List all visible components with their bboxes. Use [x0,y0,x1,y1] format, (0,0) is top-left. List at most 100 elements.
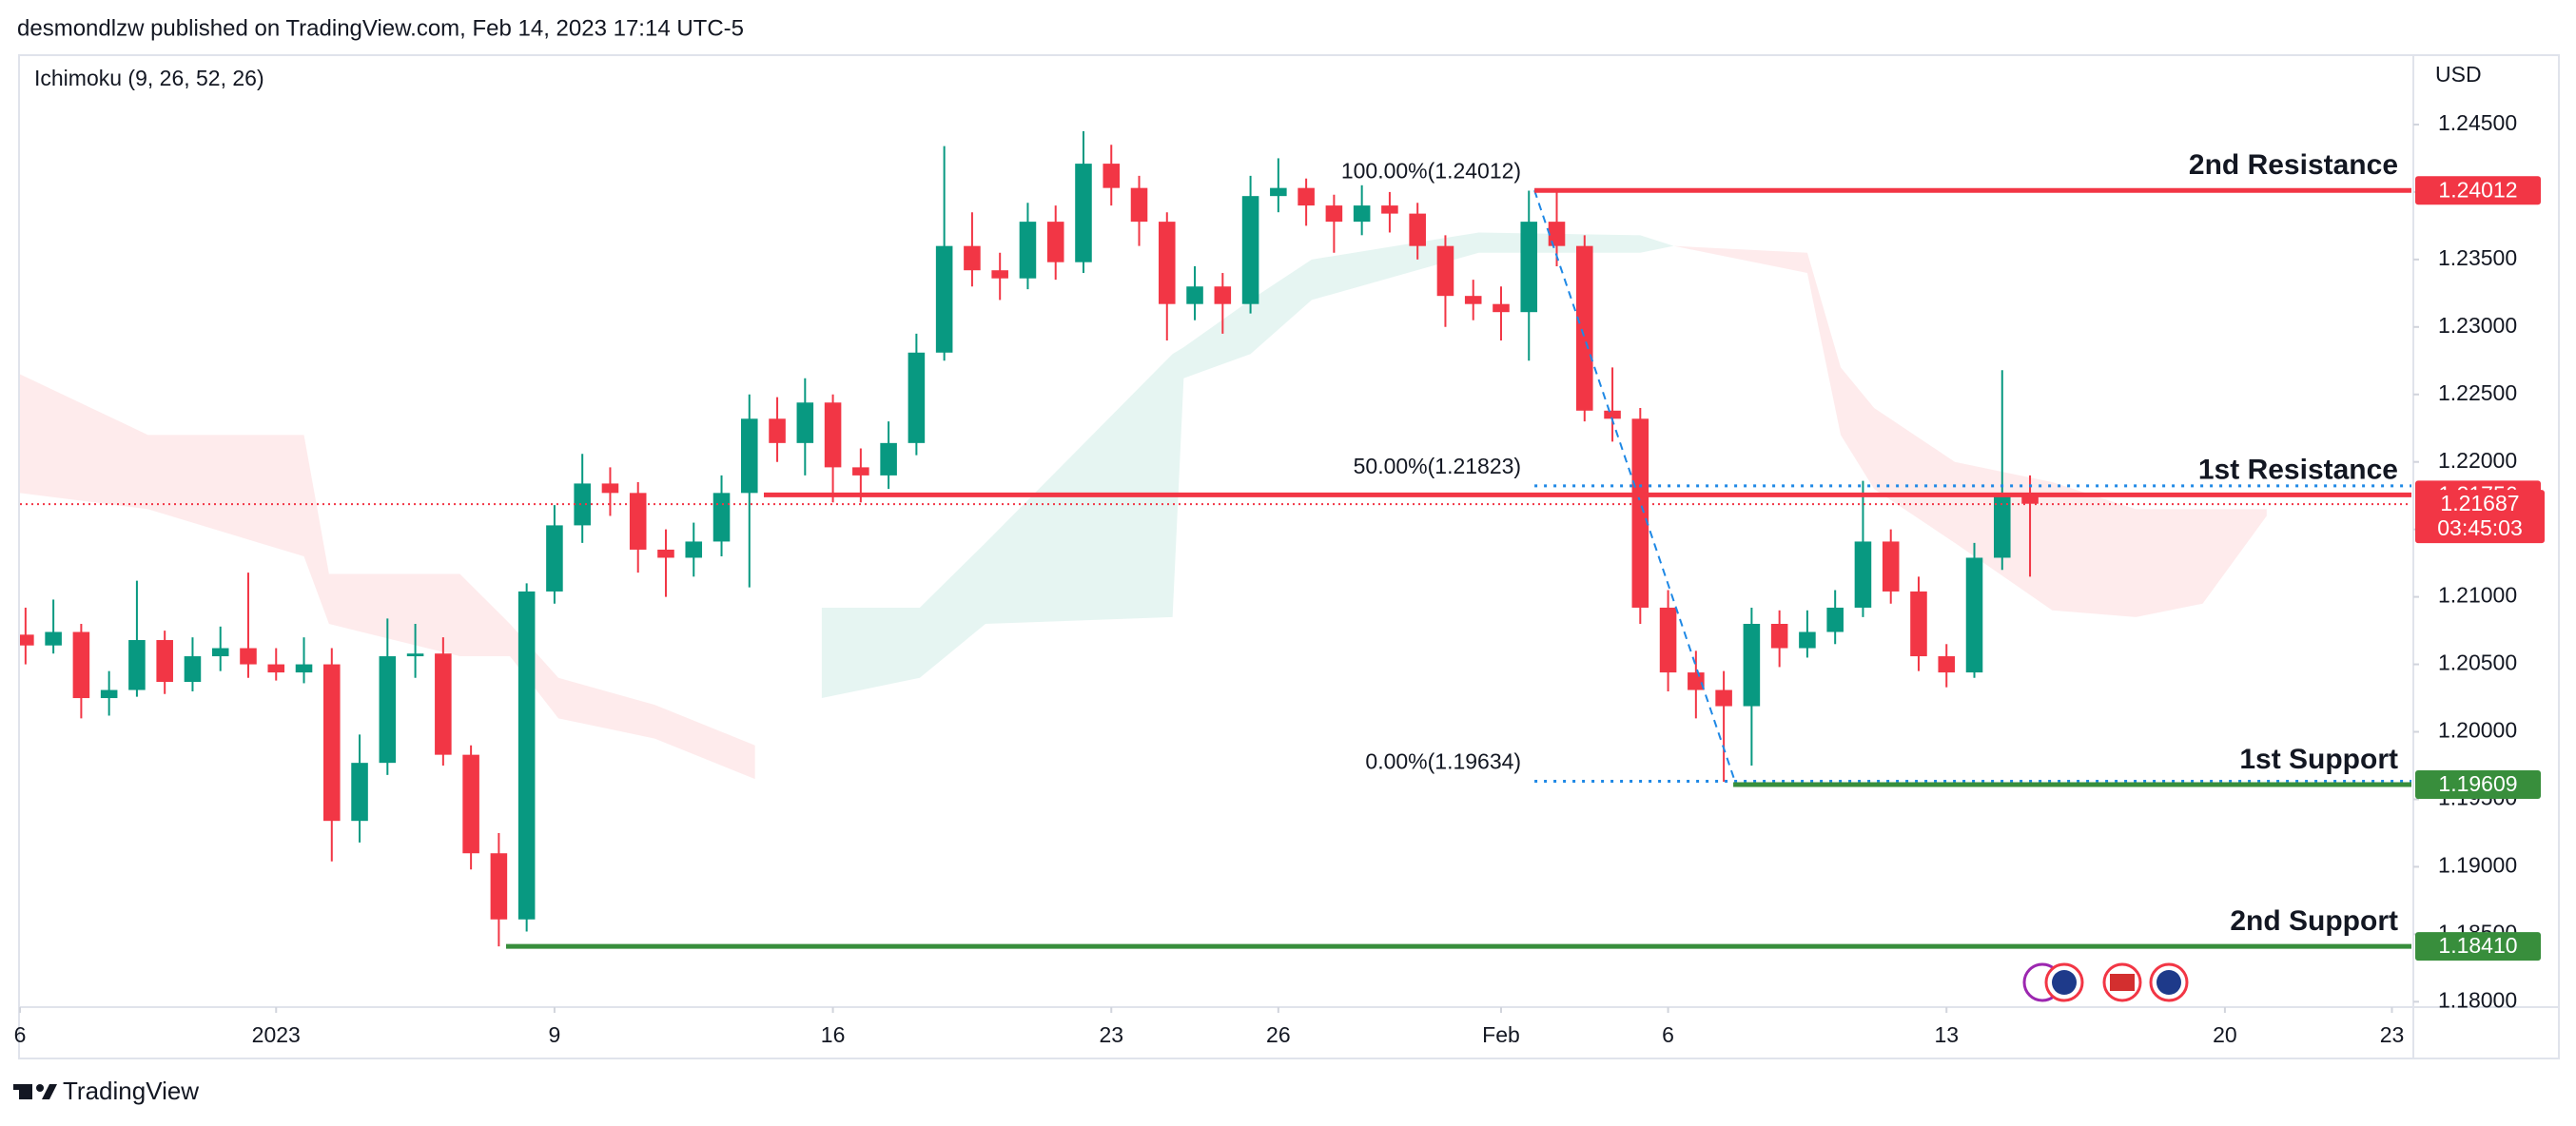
candle-body [406,653,424,657]
candle-body [1994,493,2011,558]
candle-body [546,525,563,592]
level-tag-text: 1.18410 [2438,933,2517,958]
y-tick-label: 1.23500 [2438,245,2517,270]
candle-body [1046,222,1064,262]
y-tick-label: 1.23000 [2438,313,2517,338]
current-price-tag [2415,490,2545,544]
candle-body [1159,222,1176,304]
candle-body [100,689,118,699]
candle-body [323,664,341,822]
candle-body [128,640,146,690]
candle-body [712,493,731,542]
candle-body [1576,245,1593,411]
candle-body [184,656,202,683]
candle-body [1604,410,1621,419]
x-tick-label: 23 [1099,1022,1123,1047]
candle-body [1688,672,1705,690]
candle-body [1743,623,1761,707]
countdown-text: 03:45:03 [2437,515,2523,540]
candle-body [629,493,647,550]
candle-body [2021,493,2039,504]
candle-body [379,656,397,764]
candle-body [45,631,62,646]
y-tick-label: 1.19000 [2438,852,2517,877]
candle-body [1409,213,1426,246]
candle-body [1493,303,1510,313]
frame [18,54,2560,1059]
level-tag [2415,176,2541,205]
candle-body [880,442,897,476]
candle-body [1715,689,1732,707]
candle-body [741,418,758,494]
candle-body [1659,607,1677,673]
x-tick-label: 6 [14,1022,27,1047]
y-tick-label: 1.18000 [2438,987,2517,1012]
level-label: 2nd Resistance [2189,149,2398,181]
candle-body [1799,631,1816,649]
candle-body [824,402,842,468]
candle-body [1910,591,1927,657]
candle-body [1548,222,1566,246]
candle-body [1019,222,1037,279]
fib-label: 50.00%(1.21823) [1354,454,1521,478]
candle-body [156,640,173,683]
candle-body [72,631,90,699]
candle-body [964,245,981,271]
candle-body [907,352,926,443]
candle-body [852,467,869,476]
brand-logo [13,1084,57,1099]
candle-body [1130,187,1148,223]
candle-body [1826,607,1844,632]
candle-body [211,648,229,657]
candle-body [601,483,619,494]
candle-body [1214,286,1232,304]
candle-body [1325,205,1343,223]
x-tick-label: 6 [1662,1022,1674,1047]
x-tick-label: 9 [549,1022,561,1047]
level-label: 1st Support [2239,744,2398,775]
candle-body [20,634,34,646]
candle-body [1353,205,1371,223]
candle-body [267,664,285,673]
x-tick-label: 20 [2213,1022,2237,1047]
x-tick-label: 2023 [252,1022,301,1047]
candle-body [351,763,368,822]
candle-body [991,270,1008,279]
x-tick-label: 13 [1934,1022,1959,1047]
candle-body [1854,541,1872,608]
y-tick-label: 1.20500 [2438,650,2517,675]
x-tick-label: 16 [821,1022,846,1047]
y-tick-label: 1.24500 [2438,110,2517,135]
x-tick-label: 23 [2380,1022,2405,1047]
candle-body [1464,296,1482,304]
candle-body [574,483,591,526]
x-tick-label: Feb [1482,1022,1520,1047]
candle-body [295,664,313,673]
event-icons [2022,962,2189,1002]
candle-body [1381,205,1398,214]
candle-body [1186,286,1203,304]
fib-label: 100.00%(1.24012) [1341,158,1521,183]
candle-body [657,549,674,558]
candle-body [685,541,703,558]
ichimoku-cloud [20,374,755,780]
candle-body [490,853,508,920]
candle-body [1520,222,1538,313]
candle-body [1270,187,1287,197]
candle-body [796,402,814,443]
candle-body [1631,418,1649,608]
candle-body [1770,623,1788,649]
candle-body [1938,656,1956,673]
indicator-label: Ichimoku (9, 26, 52, 26) [34,66,264,90]
y-tick-label: 1.21000 [2438,583,2517,608]
level-tag [2415,770,2541,800]
candle-body [435,653,452,755]
axes: 1.245001.240001.235001.230001.225001.220… [14,110,2545,1047]
level-label: 1st Resistance [2198,454,2398,485]
current-price-text: 1.21687 [2440,491,2519,515]
y-tick-label: 1.20000 [2438,718,2517,743]
candle-body [1103,164,1121,188]
ichimoku-cloud [1673,245,2267,617]
y-tick-label: 1.22000 [2438,448,2517,473]
